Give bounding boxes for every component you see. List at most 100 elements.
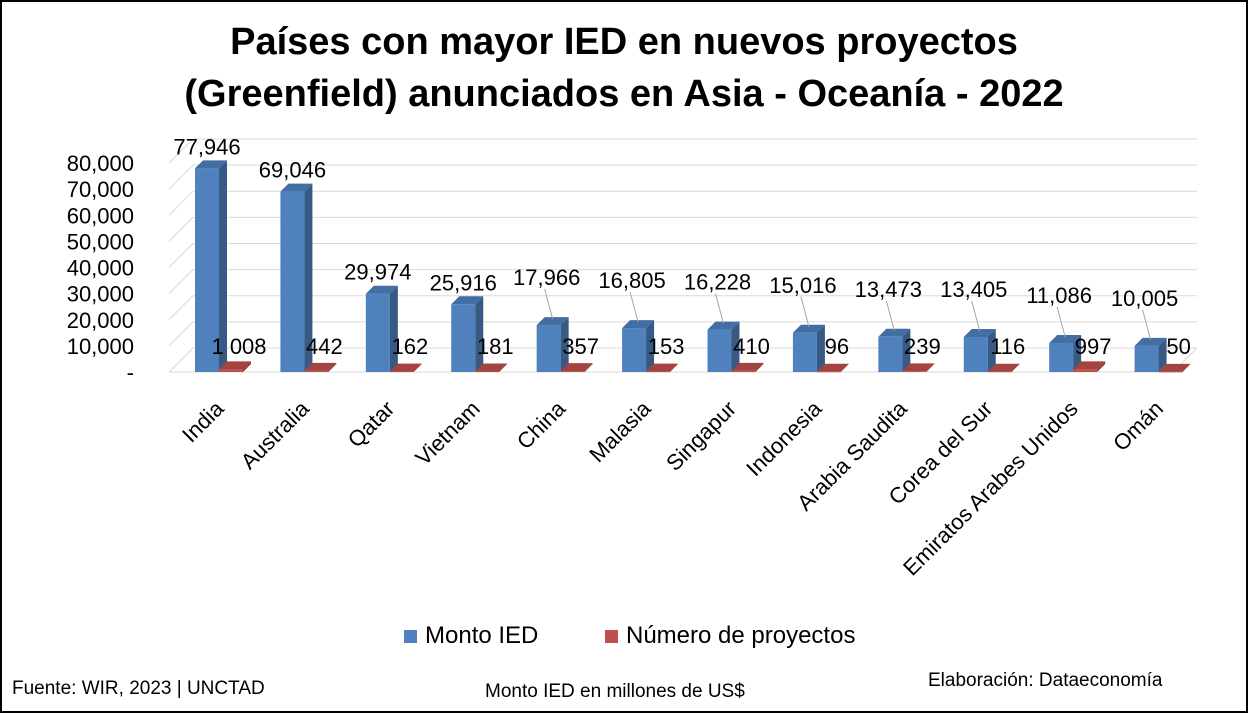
bar-numero-proyectos <box>731 362 764 372</box>
bar-numero-proyectos <box>219 361 251 372</box>
bar-top <box>1134 337 1167 346</box>
data-label-proyectos: 96 <box>825 334 849 359</box>
y-tick-label: 30,000 <box>67 282 134 307</box>
x-category-label: Malasia <box>584 395 656 467</box>
series-numero-proyectos <box>219 361 1191 373</box>
bar-monto-ied <box>963 328 996 372</box>
bar-top <box>389 363 422 372</box>
data-label-proyectos: 153 <box>648 334 685 359</box>
bar-front <box>195 168 219 372</box>
data-label-monto: 29,974 <box>344 260 411 285</box>
bar-front <box>707 329 732 372</box>
bar-top <box>816 363 849 372</box>
footer-credit: Elaboración: Dataeconomía <box>928 670 1163 691</box>
bar-side <box>1073 335 1082 372</box>
legend-item-proyectos: Número de proyectos <box>605 622 855 650</box>
bar-front <box>560 371 585 372</box>
bar-numero-proyectos <box>475 363 508 373</box>
bar-front <box>731 370 756 372</box>
x-category-label: India <box>177 395 229 447</box>
bar-monto-ied <box>536 317 569 372</box>
bar-top <box>304 362 337 371</box>
bar-monto-ied <box>878 328 911 372</box>
x-category-label: Qatar <box>343 396 400 453</box>
bar-side <box>243 361 251 372</box>
gridline-depth <box>168 243 194 268</box>
y-tick-label: 70,000 <box>67 177 134 202</box>
bar-top <box>731 362 764 371</box>
y-tick-label: 20,000 <box>67 308 134 333</box>
bar-side <box>499 363 508 372</box>
leader-line <box>544 288 554 320</box>
data-label-proyectos: 410 <box>733 334 770 359</box>
leader-line <box>800 296 810 327</box>
x-category-label: Australia <box>236 395 315 474</box>
gridline-depth <box>168 295 194 321</box>
bar-front <box>536 325 561 372</box>
bar-side <box>1011 363 1020 372</box>
bar-numero-proyectos <box>646 363 679 373</box>
x-category-label: Indonesia <box>741 395 827 481</box>
bar-top <box>219 361 251 370</box>
bar-front <box>878 336 903 372</box>
data-label-monto: 16,228 <box>684 270 751 295</box>
bar-top <box>1073 361 1106 370</box>
bar-front <box>792 332 817 372</box>
bar-top <box>560 363 593 372</box>
bar-numero-proyectos <box>902 363 935 372</box>
bar-front <box>389 371 414 373</box>
data-label-proyectos: 442 <box>306 334 343 359</box>
bar-front <box>1073 369 1098 372</box>
bar-front <box>646 371 671 373</box>
bar-front <box>1134 345 1159 372</box>
bar-front <box>475 371 500 373</box>
data-label-monto: 10,005 <box>1111 286 1178 311</box>
bar-front <box>304 370 329 372</box>
data-label-proyectos: 50 <box>1166 334 1190 359</box>
bar-numero-proyectos <box>389 363 422 373</box>
bar-numero-proyectos <box>816 363 849 373</box>
data-label-proyectos: 239 <box>904 334 941 359</box>
bar-top <box>1049 335 1082 344</box>
bar-numero-proyectos <box>560 363 593 372</box>
bar-top <box>707 321 740 330</box>
bar-side <box>926 363 935 372</box>
x-category-label: Emiratos Arabes Unidos <box>898 396 1083 581</box>
bar-numero-proyectos <box>1073 361 1106 372</box>
bar-front <box>219 369 243 372</box>
bar-side <box>840 363 849 372</box>
bar-side <box>413 363 422 372</box>
data-label-proyectos: 181 <box>477 334 514 359</box>
data-labels: 77,946 1 008 69,046 442 29,974 162 25,916 181 17… <box>173 134 1190 359</box>
bar-top <box>902 363 935 372</box>
y-tick-label: - <box>127 360 134 385</box>
y-tick-label: 50,000 <box>67 229 134 254</box>
leader-line <box>715 293 724 324</box>
bar-top <box>622 320 655 329</box>
y-tick-label: 80,000 <box>67 151 134 176</box>
leader-line <box>885 300 895 331</box>
chart-title-line1: Países con mayor IED en nuevos proyectos <box>230 21 1018 63</box>
bar-numero-proyectos <box>987 363 1020 373</box>
bar-monto-ied <box>451 296 484 372</box>
bar-monto-ied <box>1134 337 1167 372</box>
x-axis-categories: India Australia Qatar Vietnam China Malasia Si… <box>177 395 1168 580</box>
bar-front <box>816 371 841 373</box>
bar-front <box>1049 343 1074 372</box>
bar-top <box>987 363 1020 372</box>
bar-side <box>987 328 996 372</box>
bar-top <box>365 285 398 294</box>
bar-front <box>451 304 476 372</box>
legend-swatch-monto <box>404 629 417 643</box>
bar-side <box>584 363 593 372</box>
bar-monto-ied <box>1049 335 1082 372</box>
bar-side <box>670 363 679 372</box>
y-tick-label: 60,000 <box>67 203 134 228</box>
x-category-label: Singapur <box>661 396 741 476</box>
bar-front <box>365 293 390 372</box>
bar-top <box>1158 363 1191 372</box>
x-category-label: Omán <box>1108 396 1168 456</box>
bar-side <box>304 183 313 372</box>
